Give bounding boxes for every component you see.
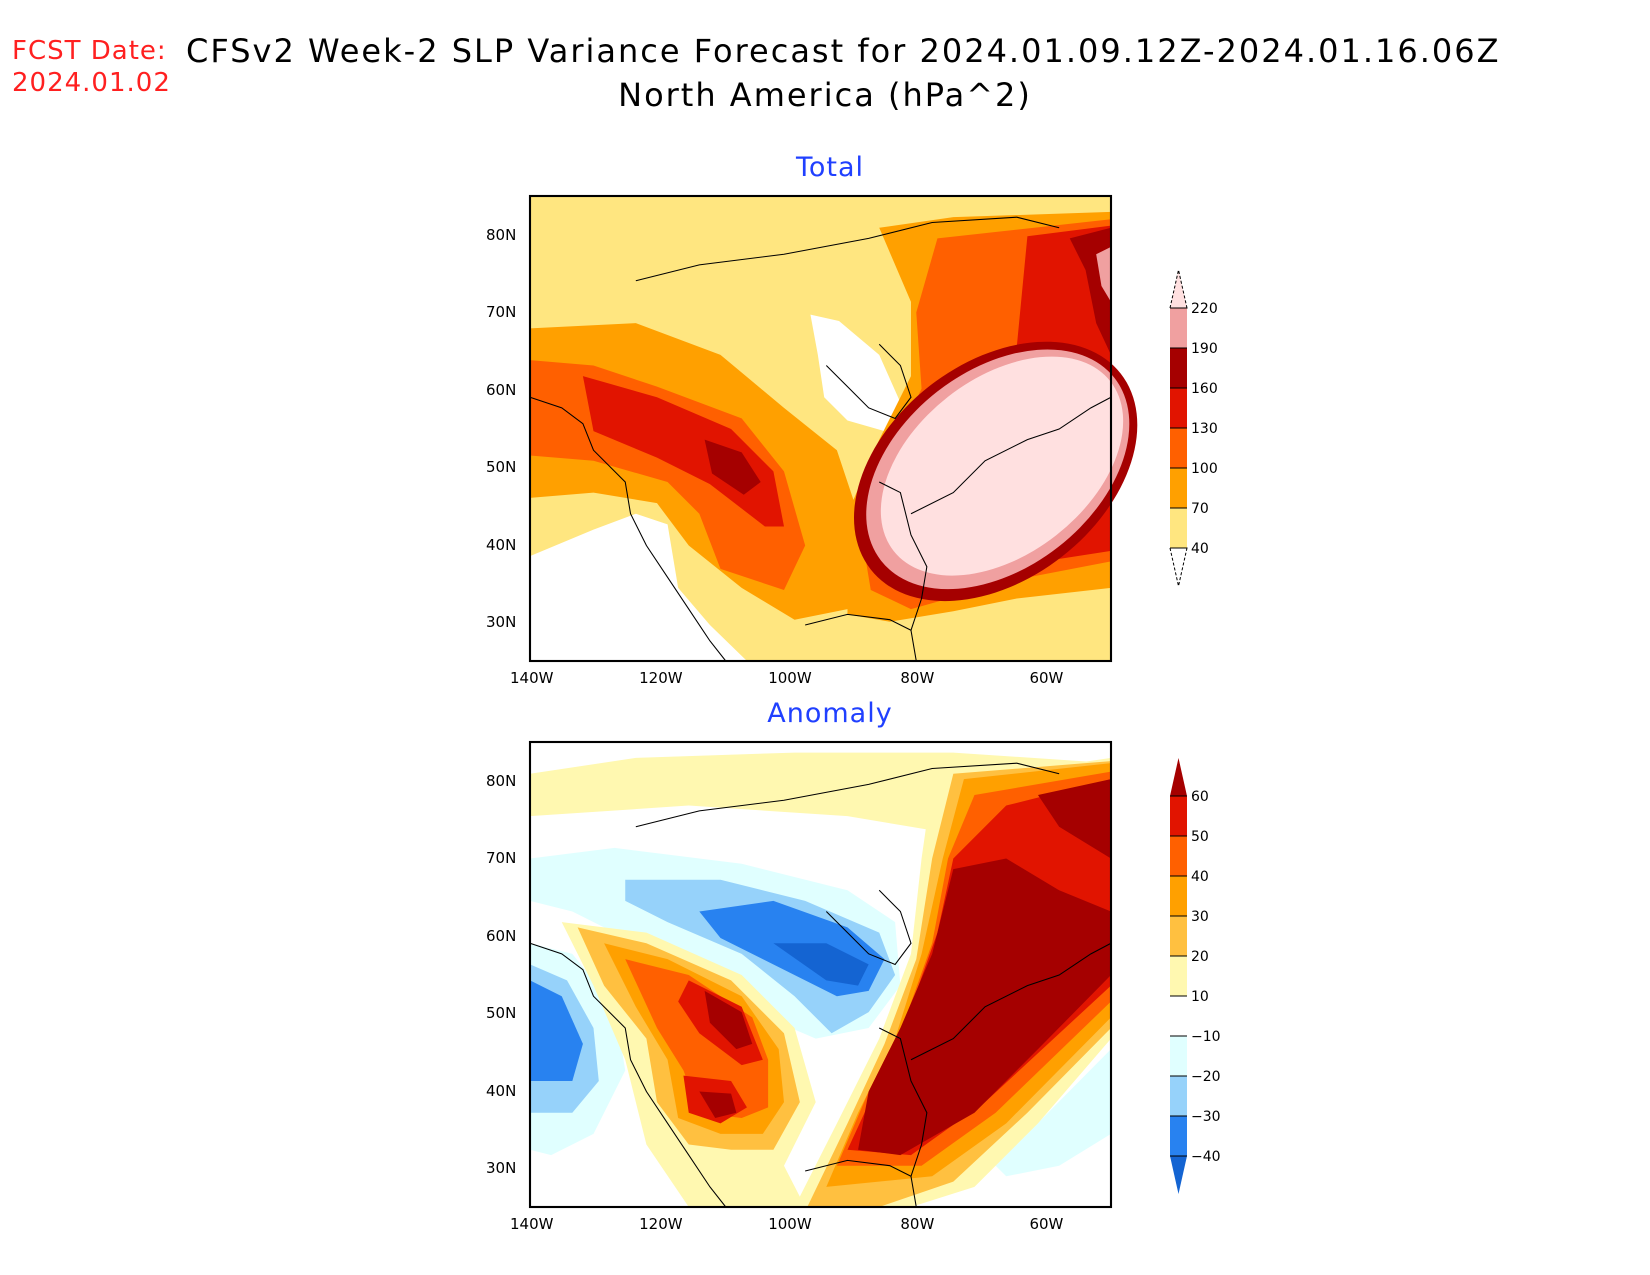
colorbar-bottom-triangle [1169, 547, 1188, 587]
colorbar-label: 220 [1191, 301, 1218, 317]
y-tick-label: 50N [486, 1004, 517, 1023]
y-tick-label: 70N [486, 849, 517, 868]
coastlines [529, 762, 1112, 1208]
colorbar-label: 50 [1191, 829, 1209, 845]
forecast-date-value: 2024.01.02 [12, 68, 171, 98]
colorbar-box [1170, 996, 1187, 1036]
colorbar-label: 100 [1191, 461, 1218, 477]
colorbar-box [1170, 1116, 1187, 1156]
map-frame [528, 740, 1113, 1209]
colorbar-bottom-triangle [1170, 1156, 1187, 1194]
colorbar-top-triangle [1169, 269, 1188, 309]
x-tick-label: 80W [900, 669, 935, 687]
y-tick-label: 60N [486, 926, 517, 945]
y-tick-label: 80N [486, 225, 517, 244]
colorbar-label: 40 [1191, 541, 1209, 557]
field-minus10-minus20-se [995, 1049, 1111, 1177]
panel-title-total: Total [795, 152, 865, 183]
y-tick-label: 60N [486, 380, 517, 399]
field-below-40-sw [530, 513, 747, 661]
colorbar-label: −10 [1191, 1029, 1221, 1045]
x-tick-label: 100W [768, 1215, 812, 1233]
colorbar-box [1170, 916, 1187, 956]
x-tick-label: 140W [510, 1215, 554, 1233]
field-above-60-ne-corner [1037, 779, 1111, 859]
y-tick-label: 80N [486, 771, 517, 790]
colorbar-box [1170, 876, 1187, 916]
colorbar-label: 30 [1191, 909, 1209, 925]
anomaly-colorbar: 60 50 40 30 20 10 −10 −20 −30 −40 [1170, 758, 1221, 1194]
colorbar-box [1170, 388, 1187, 428]
subtitle: North America (hPa^2) [618, 76, 1032, 114]
y-tick-label: 40N [486, 535, 517, 554]
y-tick-label: 40N [486, 1081, 517, 1100]
field-below-40-hudson [810, 314, 901, 432]
y-tick-label: 30N [486, 1159, 517, 1178]
field-40-50-west [625, 959, 769, 1119]
field-above-220-east [880, 356, 1124, 576]
colorbar-box [1170, 956, 1187, 996]
total-map [528, 194, 1138, 663]
colorbar-box [1170, 1036, 1187, 1076]
colorbar-label: −40 [1191, 1149, 1221, 1165]
y-tick-label: 50N [486, 458, 517, 477]
x-tick-label: 80W [900, 1215, 935, 1233]
x-tick-label: 140W [510, 669, 554, 687]
colorbar-label: 160 [1191, 381, 1218, 397]
y-tick-label: 30N [486, 613, 517, 632]
map-frame [528, 194, 1113, 663]
colorbar-top-triangle [1170, 758, 1187, 796]
field-above-60-west-south [699, 1091, 737, 1119]
colorbar-label: 70 [1191, 501, 1209, 517]
colorbar-box [1170, 508, 1187, 548]
field-160-190-west [704, 439, 761, 495]
colorbar-box [1170, 468, 1187, 508]
colorbar-box [1170, 796, 1187, 836]
field-130-160-west [582, 376, 784, 527]
field-above-60-west [704, 990, 753, 1050]
colorbar-box [1170, 308, 1187, 348]
main-title: CFSv2 Week-2 SLP Variance Forecast for 2… [186, 32, 1501, 70]
x-tick-label: 60W [1029, 669, 1064, 687]
colorbar-label: 60 [1191, 789, 1209, 805]
forecast-date-label: FCST Date: [12, 36, 167, 66]
field-190-220-ne-corner [1096, 246, 1111, 302]
anomaly-map [528, 740, 1113, 1209]
panel-title-anomaly: Anomaly [767, 698, 893, 729]
x-tick-label: 60W [1029, 1215, 1064, 1233]
field-minus30-minus40-west [530, 980, 583, 1081]
colorbar-label: 10 [1191, 989, 1209, 1005]
total-colorbar: 220 190 160 130 100 70 40 [1169, 269, 1218, 587]
colorbar-box [1170, 428, 1187, 468]
colorbar-box [1170, 348, 1187, 388]
colorbar-label: 20 [1191, 949, 1209, 965]
y-tick-label: 70N [486, 303, 517, 322]
x-tick-label: 120W [639, 1215, 683, 1233]
colorbar-label: 130 [1191, 421, 1218, 437]
colorbar-label: 40 [1191, 869, 1209, 885]
field-below-minus40-north [773, 943, 869, 986]
colorbar-label: 190 [1191, 341, 1218, 357]
colorbar-box [1170, 1076, 1187, 1116]
colorbar-box [1170, 836, 1187, 876]
coastlines [529, 216, 1112, 662]
colorbar-label: −30 [1191, 1109, 1221, 1125]
x-tick-label: 120W [639, 669, 683, 687]
colorbar-label: −20 [1191, 1069, 1221, 1085]
x-tick-label: 100W [768, 669, 812, 687]
